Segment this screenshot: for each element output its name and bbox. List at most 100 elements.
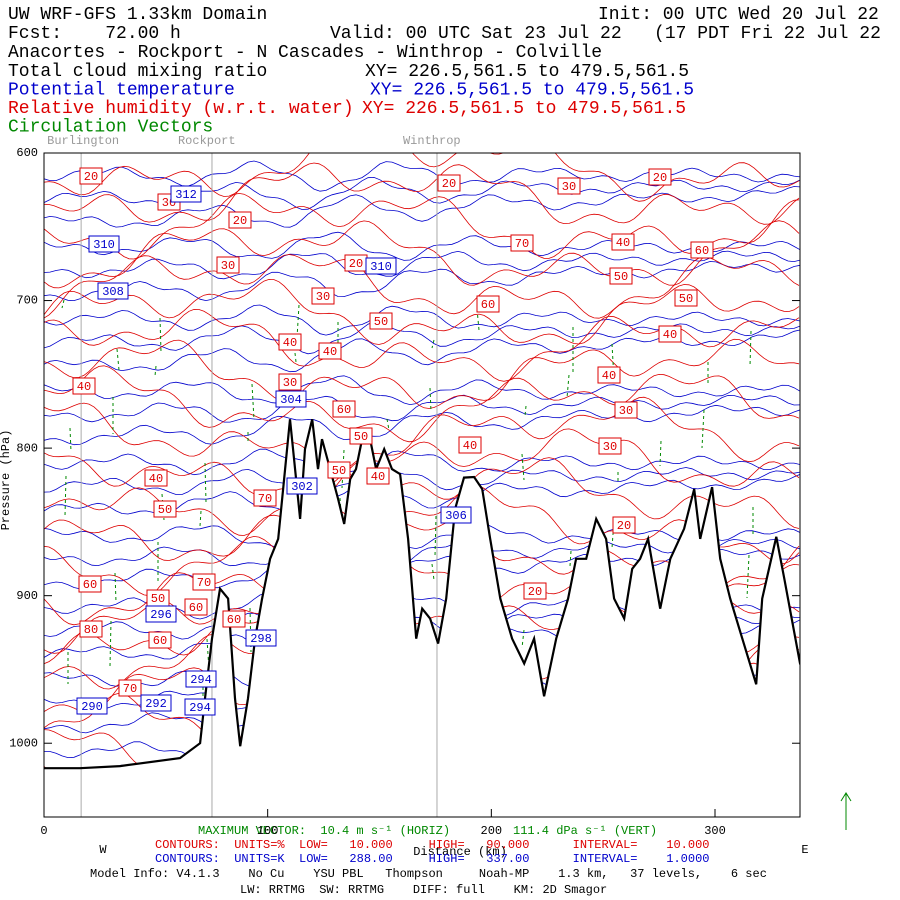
rh-contour-info: CONTOURS: UNITS=% LOW= 10.000 HIGH= 90.0…: [155, 838, 710, 852]
contour-label: 60: [337, 403, 351, 417]
contour-label: 292: [145, 697, 167, 711]
rh-contour: [44, 484, 800, 565]
rh-contour: [44, 338, 800, 409]
circulation-vector: [64, 475, 67, 517]
circulation-vector: [521, 453, 525, 481]
field-xy: XY= 226.5,561.5 to 479.5,561.5: [370, 81, 694, 101]
x-tick-label: 0: [40, 824, 47, 838]
contour-label-box: [184, 598, 208, 616]
contour-label-box: [253, 489, 277, 507]
contour-label: 20: [442, 177, 456, 191]
contour-label: 30: [603, 440, 617, 454]
circulation-vector: [569, 550, 572, 567]
contour-label: 304: [280, 393, 302, 407]
contour-label-box: [510, 234, 534, 252]
contour-label-box: [185, 670, 217, 688]
field-xy: XY= 226.5,561.5 to 479.5,561.5: [365, 62, 689, 82]
circulation-vector: [109, 620, 112, 667]
header: UW WRF-GFS 1.33km Domain Init: 00 UTC We…: [8, 5, 900, 63]
contour-label-box: [79, 167, 103, 185]
circulation-vector: [204, 462, 207, 503]
contour-label-box: [145, 605, 177, 623]
x-tick-label: 100: [257, 824, 279, 838]
contour-label-box: [286, 477, 318, 495]
plot-frame: [43, 152, 801, 818]
y-tick-label: 1000: [9, 736, 38, 750]
contour-label: 50: [332, 464, 346, 478]
contour-label-box: [437, 174, 461, 192]
contour-label-box: [332, 400, 356, 418]
rh-contour: [44, 428, 800, 501]
circulation-vector: [296, 304, 300, 339]
rh-contour: [44, 396, 800, 474]
contour-label: 60: [153, 634, 167, 648]
circulation-vector: [659, 440, 662, 467]
contour-label-box: [311, 287, 335, 305]
contour-label: 60: [481, 298, 495, 312]
valid-time: Valid: 00 UTC Sat 23 Jul 22 (17 PDT Fri …: [330, 24, 900, 44]
theta-contour: [44, 329, 800, 373]
contour-label: 30: [316, 290, 330, 304]
contour-label-box: [216, 256, 240, 274]
contour-label-box: [76, 697, 108, 715]
field-name: Potential temperature: [8, 81, 235, 101]
contour-label-box: [476, 295, 500, 313]
theta-contour: [44, 186, 800, 228]
contour-label-box: [97, 282, 129, 300]
field-xy: XY= 226.5,561.5 to 479.5,561.5: [362, 99, 686, 119]
contour-label: 50: [151, 592, 165, 606]
contour-label-box: [658, 325, 682, 343]
contour-label: 40: [371, 470, 385, 484]
circulation-vector: [114, 572, 117, 603]
field-name: Total cloud mixing ratio: [8, 62, 267, 82]
location-label: Winthrop: [403, 134, 461, 148]
field-name: Relative humidity (w.r.t. water): [8, 99, 354, 119]
theta-contour: [44, 394, 800, 423]
contour-label-box: [690, 241, 714, 259]
terrain-line: [44, 418, 800, 770]
contour-label: 20: [233, 214, 247, 228]
contour-label: 40: [602, 369, 616, 383]
theta-contour: [44, 261, 800, 302]
contour-label-box: [674, 289, 698, 307]
contour-label-box: [88, 235, 120, 253]
contour-label: 50: [354, 430, 368, 444]
theta-contour: [44, 519, 800, 550]
contour-label: 306: [445, 509, 467, 523]
rh-contour: [44, 365, 800, 443]
contour-label: 302: [291, 480, 313, 494]
contour-label: 50: [374, 315, 388, 329]
x-tick-label: 300: [704, 824, 726, 838]
contour-label: 20: [653, 171, 667, 185]
contour-label: 70: [258, 492, 272, 506]
rh-contour: [44, 153, 800, 202]
contour-label: 40: [283, 336, 297, 350]
circulation-vector: [524, 405, 527, 417]
contour-label-box: [598, 437, 622, 455]
contour-label-box: [458, 436, 482, 454]
location-label: Burlington: [47, 134, 119, 148]
contour-label-box: [612, 516, 636, 534]
model-info: Model Info: V4.1.3 No Cu YSU PBL Thompso…: [90, 867, 767, 881]
circulation-vector: [431, 339, 435, 349]
contour-label: 40: [663, 328, 677, 342]
circulation-vector: [116, 348, 120, 371]
contour-label: 308: [102, 285, 124, 299]
contour-label-box: [523, 582, 547, 600]
forecast-hour: Fcst: 72.00 h: [8, 24, 181, 44]
circulation-vector: [61, 299, 65, 309]
contour-label: 50: [679, 292, 693, 306]
contour-label: 60: [83, 578, 97, 592]
contour-label-box: [228, 211, 252, 229]
contour-label: 20: [349, 257, 363, 271]
contour-label: 40: [616, 236, 630, 250]
contour-label: 80: [84, 623, 98, 637]
circulation-vector: [154, 365, 157, 377]
east-label: E: [801, 843, 808, 857]
west-label: W: [99, 843, 107, 857]
contour-label-box: [369, 312, 393, 330]
y-tick-label: 800: [16, 441, 38, 455]
contour-label: 20: [617, 519, 631, 533]
circulation-vector: [429, 387, 432, 413]
contour-label: 50: [158, 503, 172, 517]
